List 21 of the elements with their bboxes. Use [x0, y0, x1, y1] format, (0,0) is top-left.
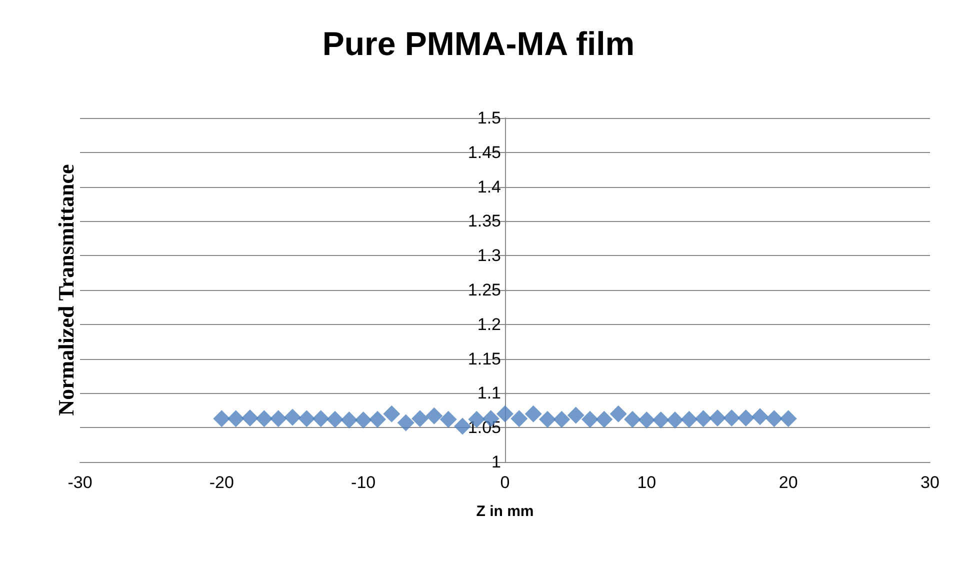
- x-tick-label: 10: [637, 473, 656, 492]
- y-tick-label: 1.05: [468, 418, 501, 438]
- y-tick-label: 1.25: [468, 280, 501, 300]
- y-tick-label: 1.3: [477, 246, 501, 266]
- y-tick-label: 1.2: [477, 314, 501, 334]
- y-tick-label: 1.5: [477, 108, 501, 128]
- y-tick-label: 1: [492, 452, 501, 472]
- y-tick-label: 1.35: [468, 212, 501, 231]
- x-tick-label: 20: [778, 473, 798, 492]
- y-tick-label: 1.4: [477, 177, 501, 196]
- y-axis-title: Normalized Transmittance: [54, 164, 78, 416]
- y-tick-label: 1.15: [468, 349, 501, 368]
- x-tick-label: -30: [68, 473, 92, 492]
- y-tick-label: 1.45: [468, 142, 501, 162]
- chart-title: Pure PMMA-MA film: [322, 25, 635, 62]
- x-tick-label: 0: [500, 473, 510, 492]
- x-axis-title: Z in mm: [476, 503, 534, 520]
- x-tick-label: -20: [209, 473, 234, 492]
- y-tick-label: 1.1: [477, 384, 501, 403]
- x-tick-label: -10: [351, 473, 376, 492]
- x-tick-label: 30: [920, 473, 940, 492]
